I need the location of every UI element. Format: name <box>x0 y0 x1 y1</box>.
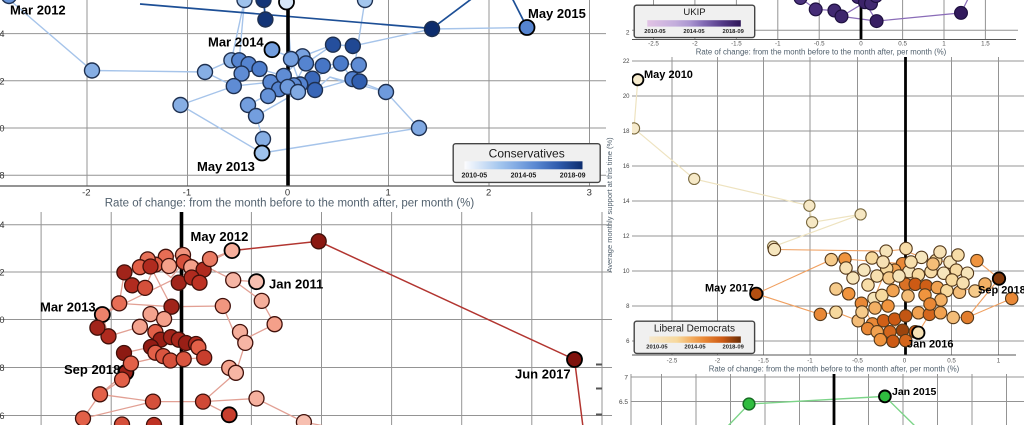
svg-text:8: 8 <box>626 304 630 310</box>
svg-text:-1.5: -1.5 <box>758 358 769 365</box>
svg-text:May 2013: May 2013 <box>197 159 255 174</box>
svg-text:May 2015: May 2015 <box>528 6 586 21</box>
svg-text:Mar 2013: Mar 2013 <box>40 300 96 315</box>
svg-text:6.5: 6.5 <box>619 399 628 406</box>
svg-text:Jan 2015: Jan 2015 <box>892 386 937 398</box>
svg-text:Sep 2018: Sep 2018 <box>978 285 1024 297</box>
svg-text:-0.5: -0.5 <box>852 358 863 365</box>
svg-text:7: 7 <box>624 375 628 382</box>
svg-text:Rate of change: from the month: Rate of change: from the month before to… <box>709 365 960 374</box>
svg-text:8: 8 <box>0 171 5 181</box>
svg-text:-2: -2 <box>82 188 90 199</box>
svg-text:Average monthly support at thi: Average monthly support at this time (%) <box>605 137 614 273</box>
svg-text:12: 12 <box>623 234 630 240</box>
svg-text:-2: -2 <box>715 358 721 365</box>
svg-text:2010-05: 2010-05 <box>462 172 488 179</box>
svg-text:0: 0 <box>0 124 5 134</box>
svg-text:-1: -1 <box>775 41 781 48</box>
svg-text:2018-09: 2018-09 <box>723 29 745 35</box>
svg-text:4: 4 <box>0 29 5 39</box>
svg-text:2014-05: 2014-05 <box>684 345 706 351</box>
svg-text:6: 6 <box>0 411 5 421</box>
svg-text:16: 16 <box>623 164 630 170</box>
svg-text:2018-09: 2018-09 <box>560 172 586 179</box>
svg-text:2: 2 <box>0 268 5 278</box>
svg-text:18: 18 <box>623 129 630 135</box>
svg-text:Jan 2016: Jan 2016 <box>907 339 953 351</box>
svg-text:Sep 2018: Sep 2018 <box>64 362 120 377</box>
svg-text:0: 0 <box>285 188 290 199</box>
svg-text:2: 2 <box>626 30 630 37</box>
svg-text:Jan 2011: Jan 2011 <box>269 277 323 292</box>
svg-text:Conservatives: Conservatives <box>489 147 565 161</box>
svg-text:2: 2 <box>486 188 491 199</box>
svg-text:May 2010: May 2010 <box>644 69 693 81</box>
svg-text:-1: -1 <box>807 358 813 365</box>
svg-text:2010-05: 2010-05 <box>644 29 666 35</box>
svg-text:-0.5: -0.5 <box>814 41 825 48</box>
svg-text:Mar 2012: Mar 2012 <box>10 3 66 18</box>
svg-text:Liberal Democrats: Liberal Democrats <box>654 323 735 334</box>
svg-text:May 2012: May 2012 <box>191 229 249 244</box>
svg-text:-2.5: -2.5 <box>667 358 678 365</box>
svg-text:10: 10 <box>623 269 630 275</box>
svg-text:0: 0 <box>0 315 5 325</box>
svg-text:1: 1 <box>385 188 390 199</box>
svg-text:20: 20 <box>623 94 630 100</box>
svg-text:22: 22 <box>623 59 630 65</box>
svg-text:3: 3 <box>587 188 592 199</box>
svg-text:2: 2 <box>0 76 5 86</box>
svg-text:-2: -2 <box>692 41 698 48</box>
svg-text:8: 8 <box>0 363 5 373</box>
svg-text:-1.5: -1.5 <box>731 41 742 48</box>
svg-text:May 2017: May 2017 <box>705 283 754 295</box>
svg-text:UKIP: UKIP <box>683 7 705 18</box>
svg-text:Rate of change: from the month: Rate of change: from the month before to… <box>105 198 475 210</box>
svg-text:6: 6 <box>626 339 630 345</box>
svg-text:4: 4 <box>0 220 5 230</box>
svg-text:2018-09: 2018-09 <box>723 345 745 351</box>
svg-text:2014-05: 2014-05 <box>511 172 537 179</box>
svg-text:-2.5: -2.5 <box>648 41 659 48</box>
svg-text:1: 1 <box>942 41 946 48</box>
svg-text:0: 0 <box>903 358 907 365</box>
svg-text:Jun 2017: Jun 2017 <box>515 367 571 382</box>
svg-text:2014-05: 2014-05 <box>683 29 705 35</box>
svg-text:0.5: 0.5 <box>898 41 907 48</box>
svg-text:Rate of change: from the month: Rate of change: from the month before to… <box>696 48 947 57</box>
svg-text:Mar 2014: Mar 2014 <box>208 35 264 50</box>
svg-text:1.5: 1.5 <box>981 41 990 48</box>
svg-text:14: 14 <box>623 199 630 205</box>
svg-text:0.5: 0.5 <box>947 358 956 365</box>
svg-text:1: 1 <box>997 358 1001 365</box>
svg-text:0: 0 <box>859 41 863 48</box>
svg-text:-1: -1 <box>183 188 191 199</box>
svg-text:2010-05: 2010-05 <box>646 345 668 351</box>
